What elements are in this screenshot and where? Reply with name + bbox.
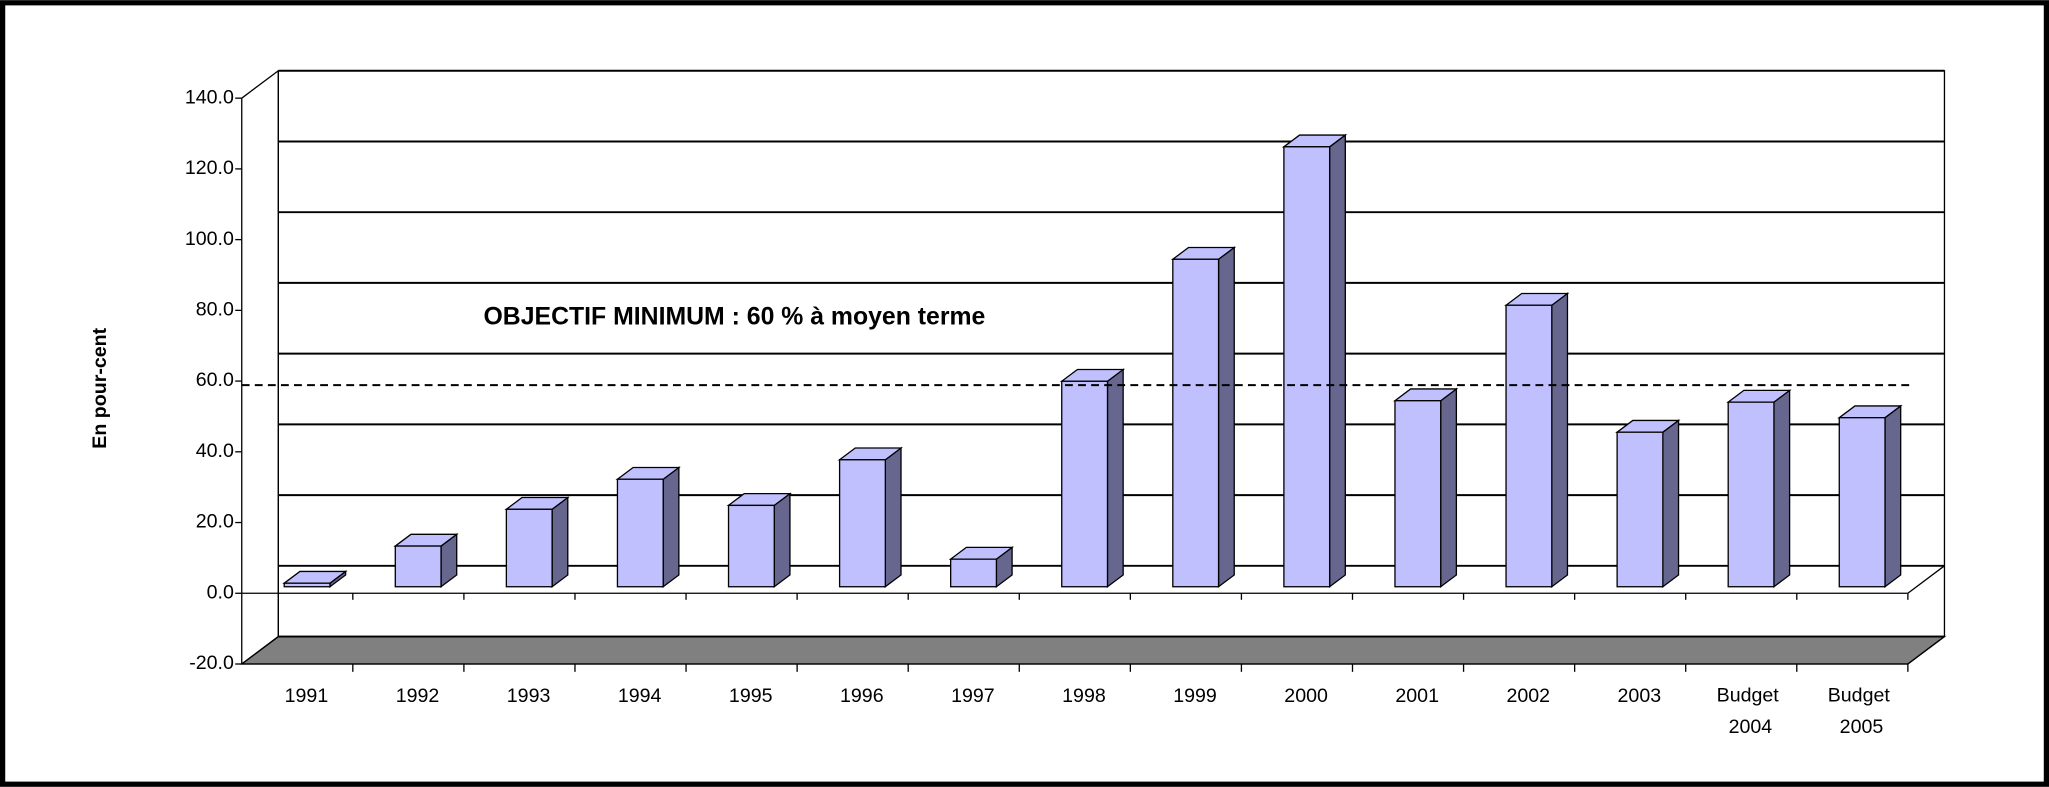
x-tick-label: 1999: [1173, 685, 1217, 707]
y-tick-label: 40.0: [196, 440, 234, 462]
x-tick-label: 2001: [1395, 685, 1439, 707]
bar: [1616, 431, 1664, 588]
bar-side: [773, 492, 791, 589]
bar: [1061, 380, 1109, 588]
floor: [239, 635, 1947, 665]
bar: [616, 478, 664, 588]
bar-side: [1440, 387, 1458, 589]
side-wall-top: [241, 70, 279, 99]
bar-side: [1884, 404, 1902, 589]
y-tick-label: 60.0: [196, 369, 234, 391]
x-tick-label-line: Budget: [1717, 685, 1785, 707]
y-tick-label: 120.0: [185, 157, 234, 179]
bar-side: [662, 466, 680, 589]
x-tick-label-line: 2004: [1729, 716, 1773, 738]
bar: [1172, 258, 1220, 588]
x-tick-label: 1991: [285, 685, 329, 707]
bar-side: [1106, 368, 1124, 589]
x-tick-label: 2003: [1618, 685, 1662, 707]
bar-side: [1773, 389, 1791, 589]
bar: [394, 545, 442, 588]
x-tick-label: 1996: [840, 685, 884, 707]
y-tick-label: 100.0: [185, 228, 234, 250]
bar: [1727, 401, 1775, 588]
x-tick-label: 2000: [1284, 685, 1328, 707]
x-tick-label-line: Budget: [1828, 685, 1896, 707]
bar: [1394, 400, 1442, 588]
bar: [838, 459, 886, 588]
x-tick-label-line: 2005: [1840, 716, 1884, 738]
bar: [505, 508, 553, 588]
bar-side: [551, 496, 569, 589]
x-tick-label: 1998: [1062, 685, 1106, 707]
y-tick-label: -20.0: [189, 652, 234, 674]
y-tick-label: 0.0: [207, 581, 234, 603]
x-tick-label: 1997: [951, 685, 995, 707]
bar-side: [1328, 133, 1346, 589]
bar: [727, 504, 775, 588]
bar: [1505, 304, 1553, 588]
x-tick-label: Budget 2004: [1717, 685, 1785, 738]
y-tick-label: 140.0: [185, 86, 234, 108]
annotation: OBJECTIF MINIMUM : 60 % à moyen terme: [484, 303, 986, 330]
bar: [283, 582, 331, 588]
x-tick-label: 1994: [618, 685, 662, 707]
bar: [1283, 146, 1331, 588]
bar-side: [1217, 246, 1235, 589]
bar-side: [884, 446, 902, 589]
bar: [950, 558, 998, 588]
x-tick-label: Budget 2005: [1828, 685, 1896, 738]
x-tick-label: 2002: [1506, 685, 1550, 707]
bar: [1838, 417, 1886, 588]
zero-line-right: [1907, 565, 1945, 594]
y-tick-label: 20.0: [196, 511, 234, 533]
y-axis-label: En pour-cent: [89, 327, 111, 448]
x-tick-label: 1992: [396, 685, 440, 707]
floor-right: [1907, 636, 1945, 665]
bar-side: [1662, 419, 1680, 589]
bar-side: [1551, 292, 1569, 589]
x-tick-label: 1995: [729, 685, 773, 707]
side-wall-bottom: [241, 636, 279, 665]
x-tick-label: 1993: [507, 685, 551, 707]
y-tick-label: 80.0: [196, 299, 234, 321]
